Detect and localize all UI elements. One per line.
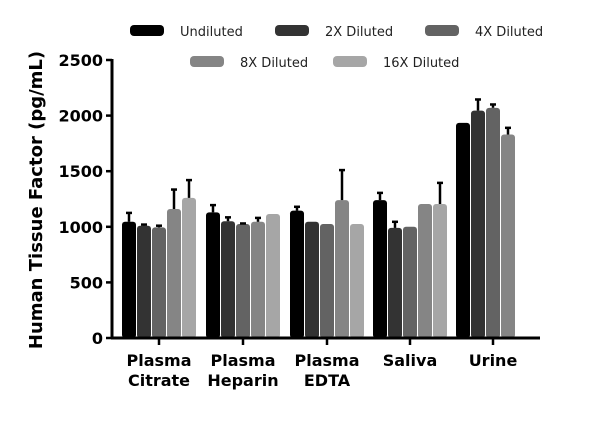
bar — [236, 224, 250, 338]
bar — [433, 204, 447, 338]
bar — [486, 107, 500, 338]
bar — [320, 224, 334, 338]
y-tick-label: 2500 — [58, 51, 103, 70]
bar — [122, 221, 136, 338]
legend-swatch — [130, 25, 164, 36]
legend: Undiluted 2X Diluted 4X Diluted 8X Diluted 1… — [130, 25, 543, 71]
x-tick-label: Heparin — [207, 371, 278, 390]
y-tick-label: 1000 — [58, 218, 103, 237]
bar — [418, 204, 432, 338]
legend-swatch — [275, 25, 309, 36]
legend-label: 4X Diluted — [475, 25, 543, 40]
bar — [221, 221, 235, 338]
bar — [206, 212, 220, 338]
x-tick-label: Plasma — [295, 351, 360, 370]
bar — [167, 209, 181, 338]
bar — [501, 134, 515, 338]
bar — [266, 214, 280, 338]
legend-label: 2X Diluted — [325, 25, 393, 40]
legend-label: 8X Diluted — [240, 56, 308, 71]
x-tick-label: Citrate — [128, 371, 190, 390]
bar — [251, 221, 265, 338]
bar — [290, 210, 304, 338]
bar — [137, 225, 151, 338]
x-tick-label: Plasma — [211, 351, 276, 370]
bar — [373, 200, 387, 338]
y-tick-label: 1500 — [58, 162, 103, 181]
y-tick-label: 500 — [70, 273, 103, 292]
x-tick-label: EDTA — [304, 371, 351, 390]
y-tick-label: 0 — [92, 329, 103, 348]
y-tick-label: 2000 — [58, 107, 103, 126]
bar — [152, 227, 166, 338]
bars — [122, 98, 515, 338]
bar — [456, 122, 470, 338]
legend-swatch — [425, 25, 459, 36]
bar — [388, 227, 402, 338]
legend-swatch — [333, 56, 367, 67]
y-axis-label: Human Tissue Factor (pg/mL) — [26, 51, 47, 349]
bar — [305, 221, 319, 338]
bar — [182, 197, 196, 338]
x-tick-label: Urine — [469, 351, 518, 370]
bar — [335, 200, 349, 338]
x-tick-label: Saliva — [383, 351, 438, 370]
x-tick-label: Plasma — [127, 351, 192, 370]
legend-label: 16X Diluted — [383, 56, 459, 71]
legend-label: Undiluted — [180, 25, 243, 40]
bar — [350, 224, 364, 338]
legend-swatch — [190, 56, 224, 67]
bar — [471, 110, 485, 338]
bar — [403, 226, 417, 338]
axes: 05001000150020002500PlasmaCitratePlasmaH… — [58, 51, 540, 390]
